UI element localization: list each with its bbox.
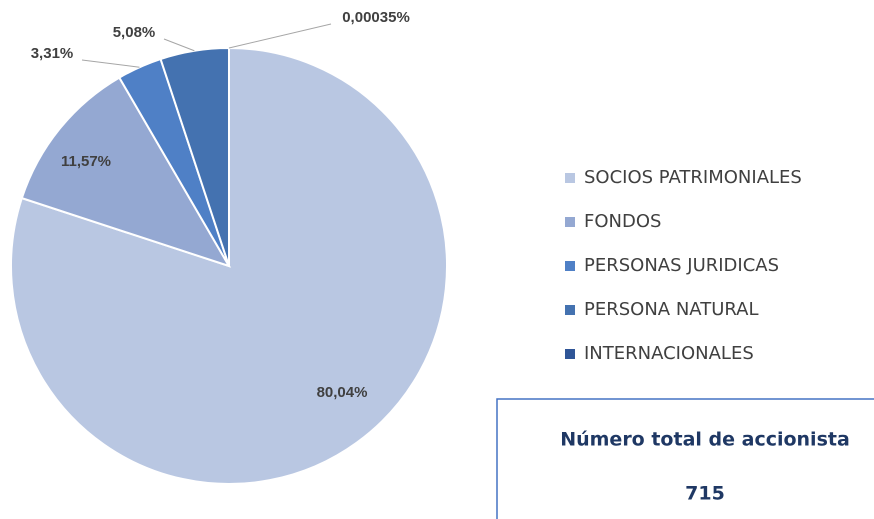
legend-label: SOCIOS PATRIMONIALES — [584, 167, 802, 188]
total-box-value: 715 — [685, 483, 725, 505]
data-label: 0,00035% — [342, 9, 410, 26]
legend-swatch — [565, 217, 575, 227]
data-label: 3,31% — [31, 45, 74, 62]
legend-label: PERSONAS JURIDICAS — [584, 255, 779, 276]
legend-label: INTERNACIONALES — [584, 343, 754, 364]
pie-slice — [20, 76, 232, 268]
total-box-label: Número total de accionista — [560, 429, 850, 451]
data-label: 11,57% — [61, 153, 111, 170]
legend-label: PERSONA NATURAL — [584, 299, 759, 320]
legend-swatch — [565, 173, 575, 183]
leader-line — [163, 38, 195, 52]
legend-swatch — [565, 261, 575, 271]
data-label: 5,08% — [113, 24, 156, 41]
legend-swatch — [565, 305, 575, 315]
total-box — [496, 398, 874, 519]
leader-line — [81, 59, 140, 68]
legend-swatch — [565, 349, 575, 359]
legend-label: FONDOS — [584, 211, 661, 232]
data-label: 80,04% — [317, 384, 368, 401]
leader-line — [228, 23, 332, 49]
